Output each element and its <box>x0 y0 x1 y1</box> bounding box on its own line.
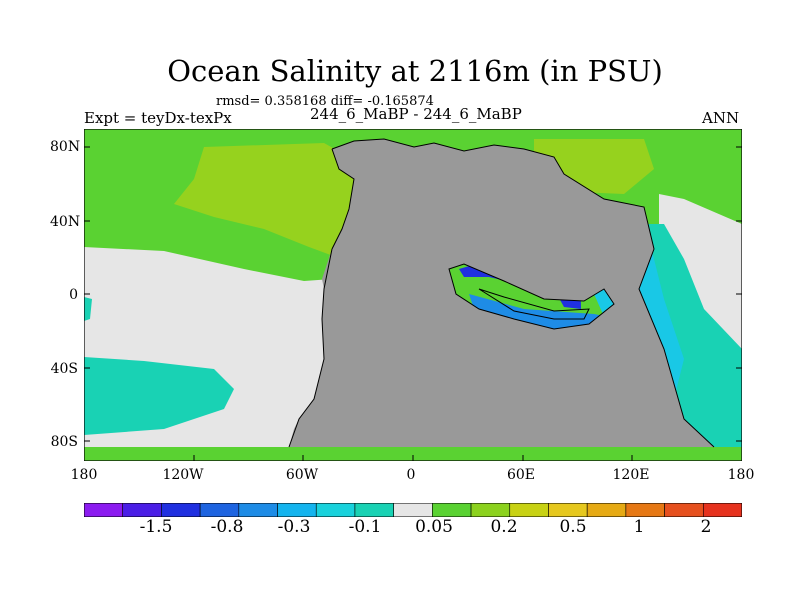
coastline <box>288 248 333 448</box>
colorbar-label: 0.2 <box>490 517 518 537</box>
colorbar-box <box>122 503 162 517</box>
y-tick-label: 80N <box>50 139 81 155</box>
case-label: 244_6_MaBP - 244_6_MaBP <box>310 105 522 123</box>
coastline <box>448 263 615 330</box>
x-tick-label: 180 <box>70 467 98 483</box>
plot-title: Ocean Salinity at 2116m (in PSU) <box>167 54 663 88</box>
x-tick-label: 60W <box>285 467 319 483</box>
colorbar-box <box>354 503 394 517</box>
y-tick-label: 80S <box>50 434 78 450</box>
coastline <box>478 288 590 320</box>
x-tick-label: 60E <box>506 467 536 483</box>
colorbar-box <box>432 503 472 517</box>
colorbar-label: 2 <box>700 517 712 537</box>
colorbar <box>84 503 742 517</box>
land-mass <box>289 139 714 447</box>
colorbar-box <box>702 503 742 517</box>
colorbar-box <box>509 503 549 517</box>
colorbar-box <box>277 503 317 517</box>
salinity-lightgreen-region <box>174 143 359 257</box>
colorbar-label: 0.05 <box>415 517 453 537</box>
coastline <box>331 138 715 448</box>
y-tick-label: 40S <box>50 361 78 377</box>
colorbar-box <box>84 503 124 517</box>
y-tick-label: 0 <box>69 287 78 303</box>
salinity-map <box>84 129 742 461</box>
colorbar-box <box>586 503 627 517</box>
rmsd-subtitle: rmsd= 0.358168 diff= -0.165874 <box>216 94 434 109</box>
axis-ticks <box>84 146 742 461</box>
colorbar-label: 0.5 <box>559 517 587 537</box>
colorbar-box <box>315 503 356 517</box>
salinity-teal-region <box>84 357 234 435</box>
colorbar-label: -0.3 <box>277 517 311 537</box>
x-tick-label: 120E <box>612 467 650 483</box>
coastline <box>331 148 355 250</box>
colorbar-box <box>161 503 201 517</box>
colorbar-box <box>393 503 433 517</box>
salinity-teal-region <box>84 297 92 321</box>
colorbar-label: -1.5 <box>139 517 173 537</box>
colorbar-box <box>470 503 511 517</box>
colorbar-box <box>625 503 665 517</box>
colorbar-box <box>664 503 704 517</box>
season-label: ANN <box>702 109 740 127</box>
colorbar-label: -0.8 <box>210 517 244 537</box>
colorbar-box <box>199 503 240 517</box>
x-tick-label: 120W <box>162 467 204 483</box>
x-tick-label: 180 <box>727 467 755 483</box>
colorbar-label: 1 <box>633 517 645 537</box>
colorbar-box <box>548 503 588 517</box>
experiment-label: Expt = teyDx-texPx <box>84 109 232 127</box>
y-tick-label: 40N <box>50 214 81 230</box>
colorbar-box <box>238 503 278 517</box>
x-tick-label: 0 <box>406 467 416 483</box>
colorbar-label: -0.1 <box>348 517 382 537</box>
